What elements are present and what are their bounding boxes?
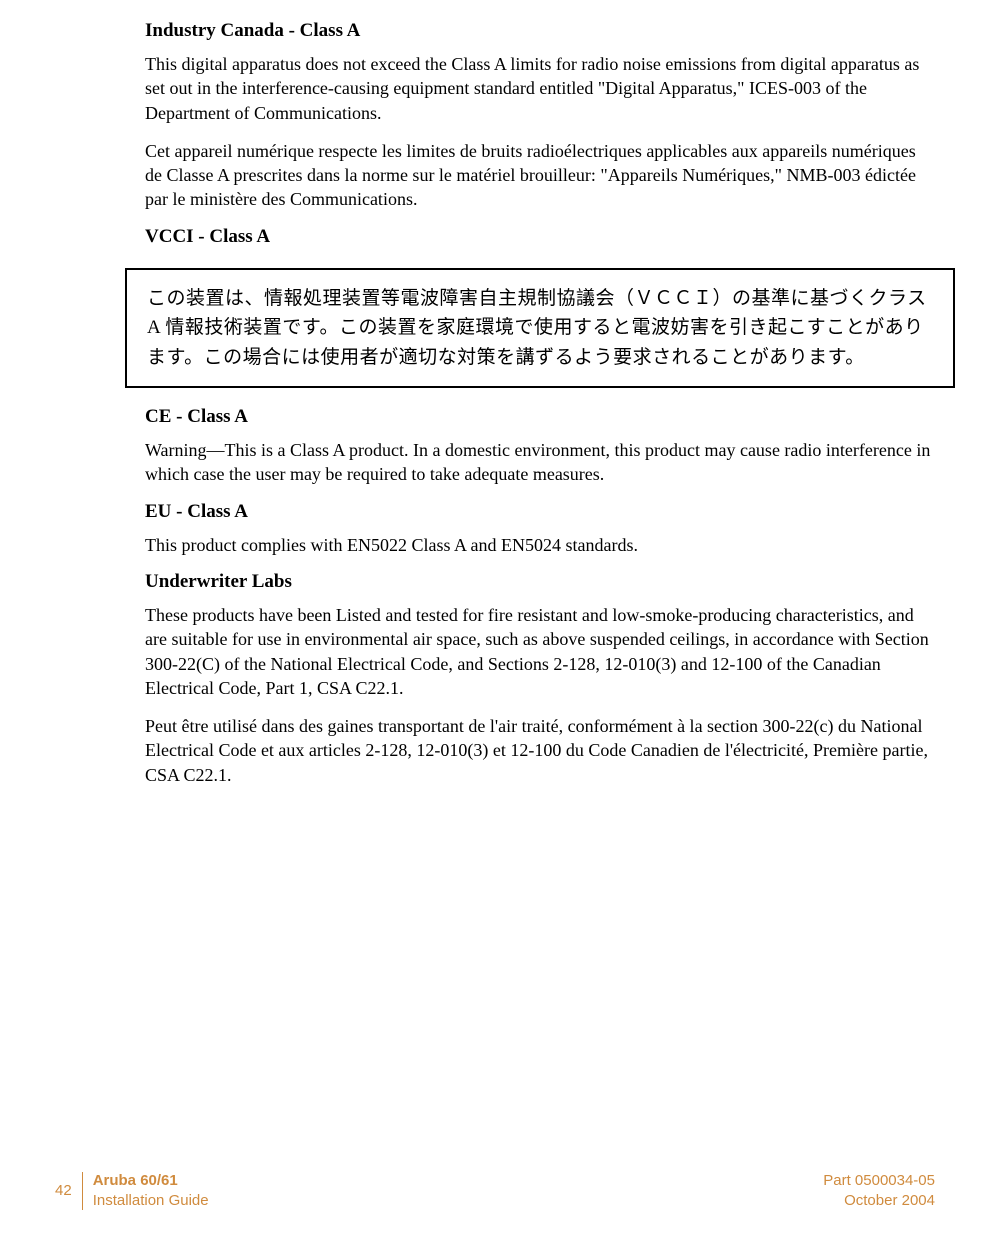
footer-guide-name: Installation Guide — [93, 1191, 209, 1211]
para-ce: Warning—This is a Class A product. In a … — [145, 438, 935, 487]
footer-right: Part 0500034-05 October 2004 — [823, 1171, 935, 1210]
page-footer: 42 Aruba 60/61 Installation Guide Part 0… — [0, 1171, 990, 1210]
para-underwriter-fr: Peut être utilisé dans des gaines transp… — [145, 714, 935, 787]
footer-product-name: Aruba 60/61 — [93, 1171, 209, 1191]
document-content: Industry Canada - Class A This digital a… — [0, 0, 990, 787]
heading-ce: CE - Class A — [145, 406, 935, 428]
heading-vcci: VCCI - Class A — [145, 226, 935, 248]
footer-date: October 2004 — [823, 1191, 935, 1211]
footer-part-number: Part 0500034-05 — [823, 1171, 935, 1191]
vcci-japanese-text: この装置は、情報処理装置等電波障害自主規制協議会（ＶＣＣＩ）の基準に基づくクラス… — [147, 284, 933, 372]
para-industry-canada-en: This digital apparatus does not exceed t… — [145, 52, 935, 125]
heading-industry-canada: Industry Canada - Class A — [145, 20, 935, 42]
footer-title-block: Aruba 60/61 Installation Guide — [83, 1171, 209, 1210]
para-industry-canada-fr: Cet appareil numérique respecte les limi… — [145, 139, 935, 212]
heading-underwriter: Underwriter Labs — [145, 571, 935, 593]
footer-left: 42 Aruba 60/61 Installation Guide — [55, 1171, 209, 1210]
vcci-notice-box: この装置は、情報処理装置等電波障害自主規制協議会（ＶＣＣＩ）の基準に基づくクラス… — [125, 268, 955, 388]
para-underwriter-en: These products have been Listed and test… — [145, 603, 935, 700]
heading-eu: EU - Class A — [145, 501, 935, 523]
page-number: 42 — [55, 1172, 83, 1210]
para-eu: This product complies with EN5022 Class … — [145, 533, 935, 557]
